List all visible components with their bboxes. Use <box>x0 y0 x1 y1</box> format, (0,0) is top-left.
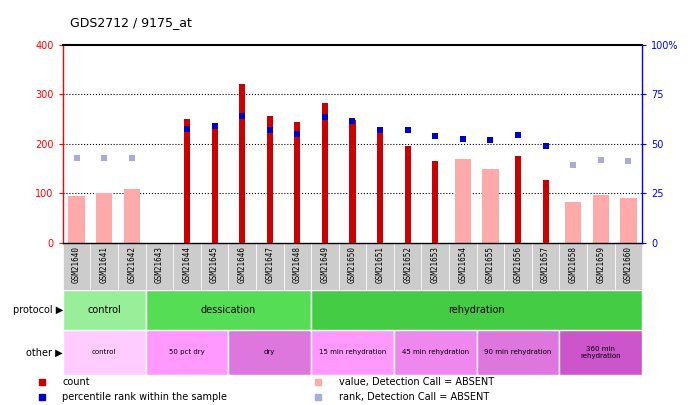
Text: dessication: dessication <box>201 305 256 315</box>
Bar <box>228 330 311 375</box>
Bar <box>91 243 118 318</box>
Bar <box>311 330 394 375</box>
Text: count: count <box>62 377 90 387</box>
Bar <box>63 330 146 375</box>
Bar <box>339 243 366 318</box>
Bar <box>542 180 549 243</box>
Bar <box>394 330 477 375</box>
Bar <box>366 243 394 318</box>
Text: percentile rank within the sample: percentile rank within the sample <box>62 392 228 403</box>
Bar <box>482 168 498 243</box>
Bar <box>422 243 449 318</box>
Bar <box>559 330 642 375</box>
Bar <box>432 161 438 243</box>
Bar <box>614 243 642 318</box>
Text: 90 min rehydration: 90 min rehydration <box>484 350 551 355</box>
Text: rank, Detection Call = ABSENT: rank, Detection Call = ABSENT <box>339 392 489 403</box>
Bar <box>593 195 609 243</box>
Text: 45 min rehydration: 45 min rehydration <box>401 350 469 355</box>
Bar <box>201 243 228 318</box>
Bar <box>146 290 311 330</box>
Bar <box>311 290 642 330</box>
Bar <box>405 146 410 243</box>
Text: rehydration: rehydration <box>448 305 505 315</box>
Bar <box>118 243 146 318</box>
Text: 15 min rehydration: 15 min rehydration <box>319 350 386 355</box>
Bar <box>504 243 532 318</box>
Bar <box>211 124 218 243</box>
Bar <box>311 243 339 318</box>
Bar <box>96 194 112 243</box>
Text: dry: dry <box>264 350 276 355</box>
Bar <box>350 120 355 243</box>
Bar <box>565 202 581 243</box>
Bar <box>532 243 559 318</box>
Text: value, Detection Call = ABSENT: value, Detection Call = ABSENT <box>339 377 493 387</box>
Bar <box>68 196 85 243</box>
Bar <box>267 117 273 243</box>
Bar <box>477 243 504 318</box>
Bar <box>184 119 190 243</box>
Bar <box>449 243 477 318</box>
Bar <box>295 122 300 243</box>
Bar <box>63 243 91 318</box>
Text: 50 pct dry: 50 pct dry <box>169 350 205 355</box>
Text: control: control <box>92 350 117 355</box>
Bar <box>124 190 140 243</box>
Bar <box>620 198 637 243</box>
Bar <box>454 159 471 243</box>
Text: GDS2712 / 9175_at: GDS2712 / 9175_at <box>70 16 192 29</box>
Bar <box>477 330 559 375</box>
Bar <box>146 243 173 318</box>
Text: protocol ▶: protocol ▶ <box>13 305 63 315</box>
Text: 360 min
rehydration: 360 min rehydration <box>581 346 621 359</box>
Bar <box>559 243 587 318</box>
Text: control: control <box>87 305 121 315</box>
Bar <box>283 243 311 318</box>
Bar <box>146 330 228 375</box>
Bar <box>377 131 383 243</box>
Text: other ▶: other ▶ <box>27 347 63 357</box>
Bar <box>256 243 283 318</box>
Bar <box>587 243 614 318</box>
Bar <box>239 84 245 243</box>
Bar <box>228 243 256 318</box>
Bar <box>515 156 521 243</box>
Bar <box>394 243 422 318</box>
Bar <box>173 243 201 318</box>
Bar <box>322 102 328 243</box>
Bar <box>63 290 146 330</box>
